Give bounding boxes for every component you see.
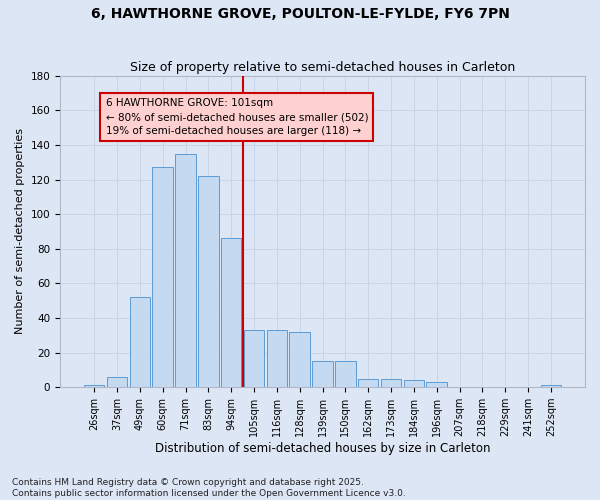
Bar (404, 380, 424, 387)
Bar (244, 330, 264, 387)
Bar (175, 154, 196, 387)
Bar (381, 378, 401, 387)
Title: Size of property relative to semi-detached houses in Carleton: Size of property relative to semi-detach… (130, 62, 515, 74)
Bar (358, 378, 379, 387)
Bar (221, 238, 241, 387)
Bar (312, 362, 333, 387)
Bar (107, 377, 127, 387)
Text: Contains HM Land Registry data © Crown copyright and database right 2025.
Contai: Contains HM Land Registry data © Crown c… (12, 478, 406, 498)
Bar (198, 176, 218, 387)
X-axis label: Distribution of semi-detached houses by size in Carleton: Distribution of semi-detached houses by … (155, 442, 490, 455)
Bar (427, 382, 447, 387)
Bar (152, 168, 173, 387)
Bar (335, 362, 356, 387)
Text: 6, HAWTHORNE GROVE, POULTON-LE-FYLDE, FY6 7PN: 6, HAWTHORNE GROVE, POULTON-LE-FYLDE, FY… (91, 8, 509, 22)
Y-axis label: Number of semi-detached properties: Number of semi-detached properties (15, 128, 25, 334)
Bar (266, 330, 287, 387)
Bar (289, 332, 310, 387)
Bar (84, 386, 104, 387)
Bar (541, 386, 561, 387)
Bar (130, 297, 150, 387)
Text: 6 HAWTHORNE GROVE: 101sqm
← 80% of semi-detached houses are smaller (502)
19% of: 6 HAWTHORNE GROVE: 101sqm ← 80% of semi-… (106, 98, 368, 136)
